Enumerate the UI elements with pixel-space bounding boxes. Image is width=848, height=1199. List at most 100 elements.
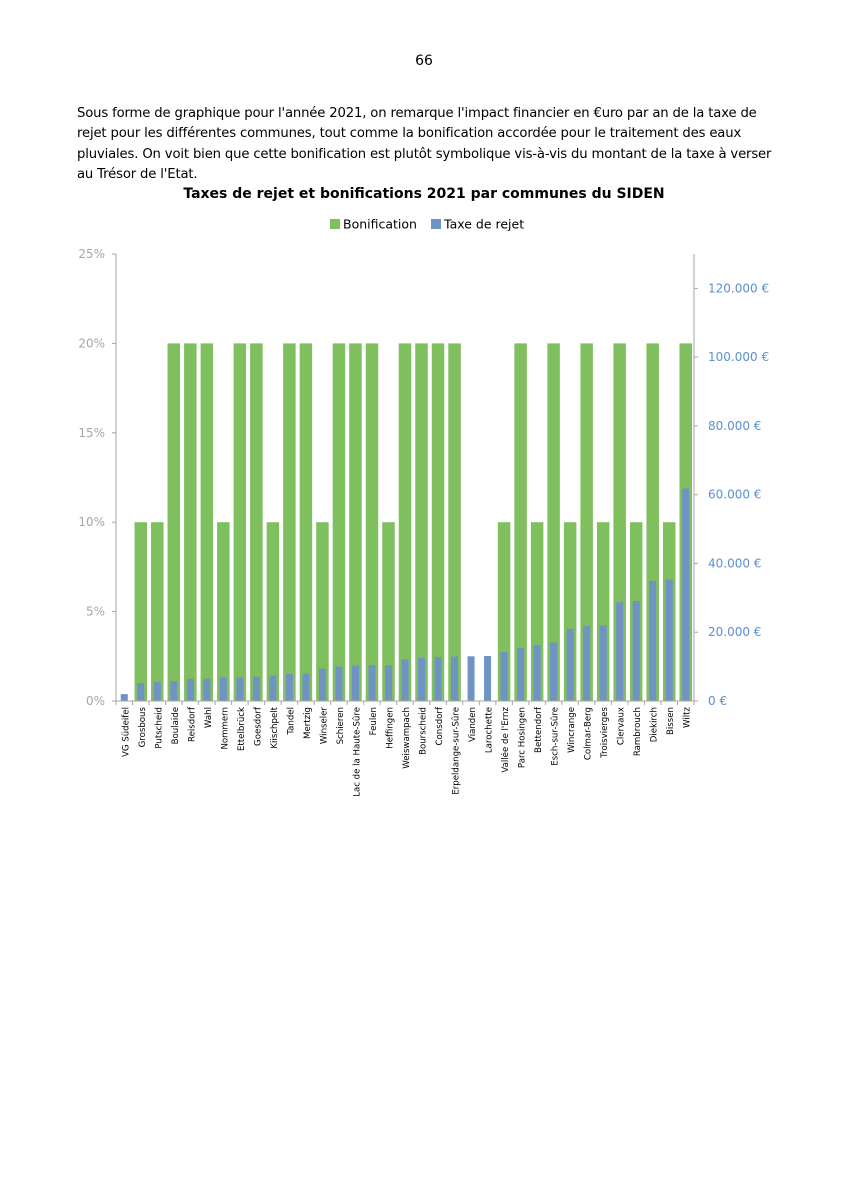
x-tick-label-tandel: Tandel <box>286 707 296 736</box>
legend-swatch-bonification <box>330 219 340 229</box>
bonification-bar-schieren <box>332 343 346 701</box>
x-tick-label-rambrouch: Rambrouch <box>633 707 643 756</box>
taxe-bar-winseler <box>318 668 326 701</box>
bonification-bar-mertzig <box>299 343 313 701</box>
taxe-bar-bourscheid <box>418 658 426 701</box>
taxe-bar-weiswampach <box>401 659 409 701</box>
x-tick-label-boulaide: Boulaide <box>171 707 181 744</box>
bonification-bar-putscheid <box>151 522 164 701</box>
legend-label-bonification: Bonification <box>343 217 417 232</box>
y-left-tick-label: 20% <box>78 336 105 350</box>
x-tick-label-diekirch: Diekirch <box>650 707 660 742</box>
taxe-bar-reisdorf <box>186 678 194 701</box>
bonification-bar-winseler <box>316 522 329 701</box>
x-tick-label-clervaux: Clervaux <box>617 707 627 745</box>
legend-label-taxe: Taxe de rejet <box>443 217 524 232</box>
x-tick-label-goesdorf: Goesdorf <box>253 706 263 746</box>
x-tick-label-bourscheid: Bourscheid <box>419 707 429 755</box>
bonification-bar-heffingen <box>382 522 395 701</box>
x-tick-label-ettelbruck: Ettelbrück <box>237 707 247 751</box>
taxe-bar-wincrange <box>566 628 574 701</box>
taxe-bar-boulaide <box>170 681 178 701</box>
x-tick-label-lac-de-la-haute-sure: Lac de la Haute-Sûre <box>352 707 362 797</box>
bonification-bar-consdorf <box>431 343 445 701</box>
taxe-bar-consdorf <box>434 656 442 701</box>
y-right-tick-label: 60.000 € <box>708 488 761 502</box>
bonification-bar-lac-de-la-haute-sure <box>349 343 362 701</box>
bonification-bar-erpeldange-sur-sure <box>448 343 461 701</box>
page-number: 66 <box>415 53 433 69</box>
taxe-bar-colmar-berg <box>583 626 591 701</box>
x-tick-label-erpeldange-sur-sure: Erpeldange-sur-Sûre <box>452 707 462 795</box>
chart-title: Taxes de rejet et bonifications 2021 par… <box>183 186 664 202</box>
bonification-bar-feulen <box>365 343 379 701</box>
x-tick-label-consdorf: Consdorf <box>435 706 445 745</box>
taxe-bar-heffingen <box>384 665 392 701</box>
y-right-tick-label: 40.000 € <box>708 556 761 570</box>
x-tick-label-larochette: Larochette <box>485 707 495 753</box>
x-tick-label-parc-hosingen: Parc Hosingen <box>518 707 528 768</box>
x-tick-label-reisdorf: Reisdorf <box>187 706 197 742</box>
taxe-bar-feulen <box>368 665 376 701</box>
x-tick-label-winseler: Winseler <box>319 707 329 745</box>
taxe-bar-parc-hosingen <box>517 648 525 701</box>
bonification-bar-grosbous <box>134 522 148 701</box>
x-tick-label-putscheid: Putscheid <box>154 707 164 749</box>
taxe-bar-lac-de-la-haute-sure <box>351 665 359 701</box>
taxe-bar-kiischpelt <box>269 675 277 701</box>
taxe-bar-mertzig <box>302 673 310 701</box>
taxe-bar-diekirch <box>649 580 657 701</box>
x-tick-label-mertzig: Mertzig <box>303 707 313 739</box>
bonification-bar-esch-sur-sure <box>547 343 560 701</box>
bonification-bar-reisdorf <box>184 343 197 701</box>
y-left-tick-label: 25% <box>78 247 105 261</box>
taxe-bar-esch-sur-sure <box>550 642 558 701</box>
bonification-bar-boulaide <box>167 343 181 701</box>
legend-swatch-taxe <box>431 219 441 229</box>
bonification-bar-weiswampach <box>398 343 412 701</box>
x-tick-label-colmar-berg: Colmar-Berg <box>584 707 594 760</box>
bonification-bar-colmar-berg <box>580 343 593 701</box>
taxe-bar-wahl <box>203 678 211 701</box>
bonification-bar-goesdorf <box>250 343 263 701</box>
bonification-bar-bourscheid <box>415 343 428 701</box>
y-right-tick-label: 120.000 € <box>708 281 769 295</box>
bonification-bar-wahl <box>200 343 214 701</box>
x-tick-label-weiswampach: Weiswampach <box>402 707 412 769</box>
x-tick-label-kiischpelt: Kiischpelt <box>270 706 280 748</box>
taxe-bar-tandel <box>285 673 293 701</box>
taxe-bar-nommern <box>219 677 227 701</box>
x-tick-label-nommern: Nommern <box>220 707 230 750</box>
taxe-bar-putscheid <box>153 682 161 701</box>
x-tick-label-vianden: Vianden <box>468 707 478 742</box>
taxe-bar-erpeldange-sur-sure <box>451 656 459 701</box>
taxe-bar-bissen <box>665 579 673 701</box>
taxe-bar-grosbous <box>137 683 145 701</box>
x-tick-label-wahl: Wahl <box>204 707 214 728</box>
bar-chart: Taxes de rejet et bonifications 2021 par… <box>78 186 769 797</box>
taxe-bar-vg-sudeifel <box>120 694 128 701</box>
taxe-bar-vallee-de-l-ernz <box>500 651 508 701</box>
taxe-bar-schieren <box>335 666 343 701</box>
x-tick-label-feulen: Feulen <box>369 707 379 735</box>
intro-paragraph: Sous forme de graphique pour l'année 202… <box>77 106 772 183</box>
x-tick-label-wiltz: Wiltz <box>683 707 693 728</box>
x-tick-label-bissen: Bissen <box>666 707 676 735</box>
y-left-tick-label: 15% <box>78 426 105 440</box>
taxe-bar-larochette <box>484 655 492 701</box>
y-left-tick-label: 0% <box>86 694 105 708</box>
taxe-bar-wiltz <box>682 488 690 701</box>
x-tick-label-esch-sur-sure: Esch-sur-Sûre <box>551 707 561 766</box>
bonification-bar-tandel <box>283 343 296 701</box>
x-tick-label-grosbous: Grosbous <box>138 706 148 747</box>
taxe-bar-ettelbruck <box>236 677 244 701</box>
x-tick-label-wincrange: Wincrange <box>567 707 577 753</box>
taxe-bar-vianden <box>467 656 475 701</box>
taxe-bar-troisvierges <box>599 625 607 701</box>
x-tick-label-heffingen: Heffingen <box>385 707 395 749</box>
y-right-tick-label: 100.000 € <box>708 350 769 364</box>
bonification-bar-ettelbruck <box>233 343 247 701</box>
bonification-bar-kiischpelt <box>266 522 280 701</box>
taxe-bar-goesdorf <box>252 676 260 701</box>
y-right-tick-label: 0 € <box>708 694 727 708</box>
